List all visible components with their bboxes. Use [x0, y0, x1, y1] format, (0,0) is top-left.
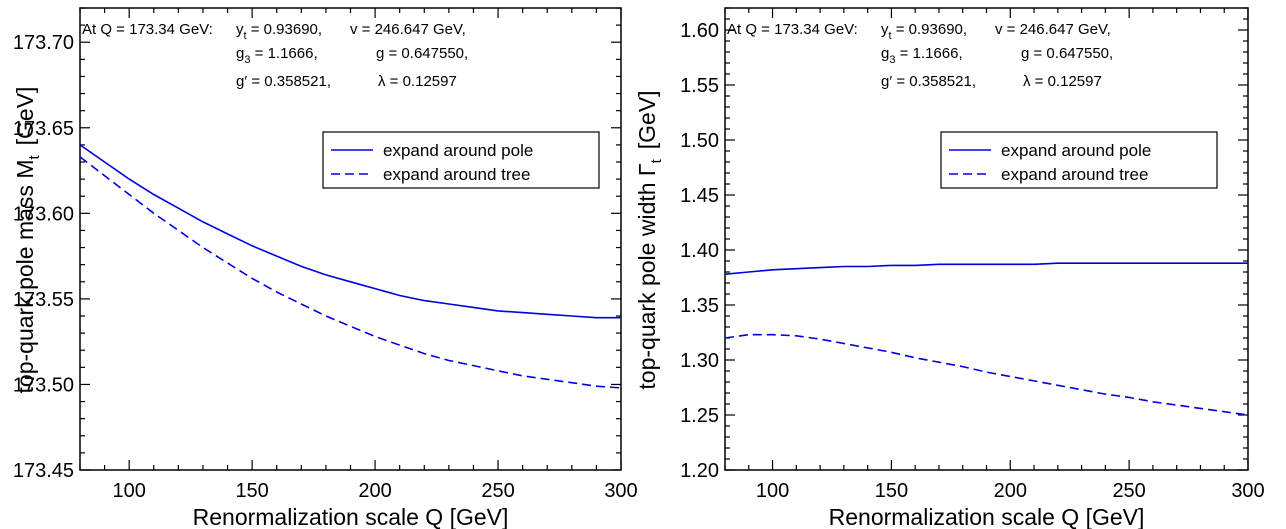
- annotation-g: g = 0.647550,: [1021, 45, 1113, 62]
- y-tick-label: 1.55: [680, 75, 719, 97]
- series-line-tree: [724, 333, 1249, 416]
- x-tick-label: 100: [756, 480, 789, 502]
- y-tick-label: 173.60: [13, 203, 74, 225]
- x-axis-label: Renormalization scale Q [GeV]: [829, 504, 1145, 529]
- y-tick-label: 1.20: [680, 460, 719, 482]
- annotation-lambda: λ = 0.12597: [378, 73, 457, 90]
- x-tick-label: 100: [112, 480, 145, 502]
- legend-box: [940, 131, 1218, 189]
- annotation-line-1-prefix: At Q = 173.34 GeV:: [727, 21, 858, 38]
- x-tick-label: 200: [994, 480, 1027, 502]
- y-axis-label-main: top-quark pole width Γ: [634, 163, 660, 390]
- annotation-yt-symbol: y: [236, 21, 244, 38]
- legend-label: expand around tree: [383, 165, 530, 184]
- y-tick-label: 1.60: [680, 20, 719, 42]
- annotation-v: v = 246.647 GeV,: [350, 21, 466, 38]
- x-tick-label: 200: [358, 480, 391, 502]
- chart-panel-1: 173.45 173.50 173.55 173.60 173.65 173.70 100 1…: [12, 7, 638, 529]
- x-tick-label: 150: [875, 480, 908, 502]
- annotation-g3-sub: 3: [889, 54, 895, 66]
- annotation-yt-sub: t: [889, 30, 892, 42]
- annotation-g3-sub: 3: [244, 54, 250, 66]
- annotation-yt-symbol: y: [881, 21, 889, 38]
- annotation-line-1-prefix: At Q = 173.34 GeV:: [82, 21, 213, 38]
- x-tick-label: 300: [1231, 480, 1264, 502]
- y-tick-label: 1.45: [680, 185, 719, 207]
- y-tick-label: 173.55: [13, 289, 74, 311]
- legend-box: [322, 131, 600, 189]
- plot-frame: [724, 7, 1249, 471]
- y-axis-label-sub: t: [26, 155, 43, 160]
- annotation-g3: g3 = 1.1666,: [236, 45, 318, 66]
- x-tick-label: 150: [235, 480, 268, 502]
- annotation-yt: yt = 0.93690,: [881, 21, 967, 42]
- legend-label: expand around pole: [1001, 141, 1151, 160]
- y-axis-label-sub: t: [648, 158, 665, 163]
- annotation-g3-symbol: g: [236, 45, 244, 62]
- annotation-g3: g3 = 1.1666,: [881, 45, 963, 66]
- y-tick-label: 1.25: [680, 405, 719, 427]
- annotation-yt: yt = 0.93690,: [236, 21, 322, 42]
- y-axis-label-unit: [GeV]: [12, 87, 38, 146]
- legend-label: expand around pole: [383, 141, 533, 160]
- series-line-pole: [79, 144, 621, 319]
- annotation-lambda: λ = 0.12597: [1023, 73, 1102, 90]
- x-tick-label: 250: [481, 480, 514, 502]
- annotation-g3-symbol: g: [881, 45, 889, 62]
- y-tick-label: 1.40: [680, 240, 719, 262]
- series-line-pole: [724, 262, 1248, 275]
- annotation-g: g = 0.647550,: [376, 45, 468, 62]
- annotation-g3-value: = 1.1666,: [250, 45, 317, 62]
- y-axis-label-unit: [GeV]: [634, 90, 660, 149]
- annotation-gprime: g′ = 0.358521,: [881, 73, 976, 90]
- y-tick-label: 173.65: [13, 118, 74, 140]
- y-tick-label: 173.50: [13, 374, 74, 396]
- annotation-gprime: g′ = 0.358521,: [236, 73, 331, 90]
- x-tick-label: 250: [1112, 480, 1145, 502]
- y-axis-label: top-quark pole mass Mt [GeV]: [12, 87, 43, 394]
- x-axis-label: Renormalization scale Q [GeV]: [193, 504, 509, 529]
- annotation-g3-value: = 1.1666,: [895, 45, 962, 62]
- annotation-v: v = 246.647 GeV,: [995, 21, 1111, 38]
- chart-panel-2: 1.20 1.25 1.30 1.35 1.40 1.45 1.50 1.55 1.60 100 1…: [634, 7, 1265, 529]
- y-tick-label: 173.70: [13, 32, 74, 54]
- annotation-yt-value: = 0.93690,: [892, 21, 967, 38]
- x-tick-label: 300: [604, 480, 637, 502]
- y-axis-label: top-quark pole width Γt [GeV]: [634, 90, 665, 389]
- annotation-yt-value: = 0.93690,: [247, 21, 322, 38]
- y-tick-label: 1.50: [680, 130, 719, 152]
- y-tick-label: 1.30: [680, 350, 719, 372]
- y-axis-label-main: top-quark pole mass M: [12, 160, 38, 394]
- legend-label: expand around tree: [1001, 165, 1148, 184]
- y-tick-label: 173.45: [13, 460, 74, 482]
- annotation-yt-sub: t: [244, 30, 247, 42]
- series-line-tree: [79, 156, 622, 389]
- y-tick-label: 1.35: [680, 295, 719, 317]
- plot-frame: [79, 7, 622, 471]
